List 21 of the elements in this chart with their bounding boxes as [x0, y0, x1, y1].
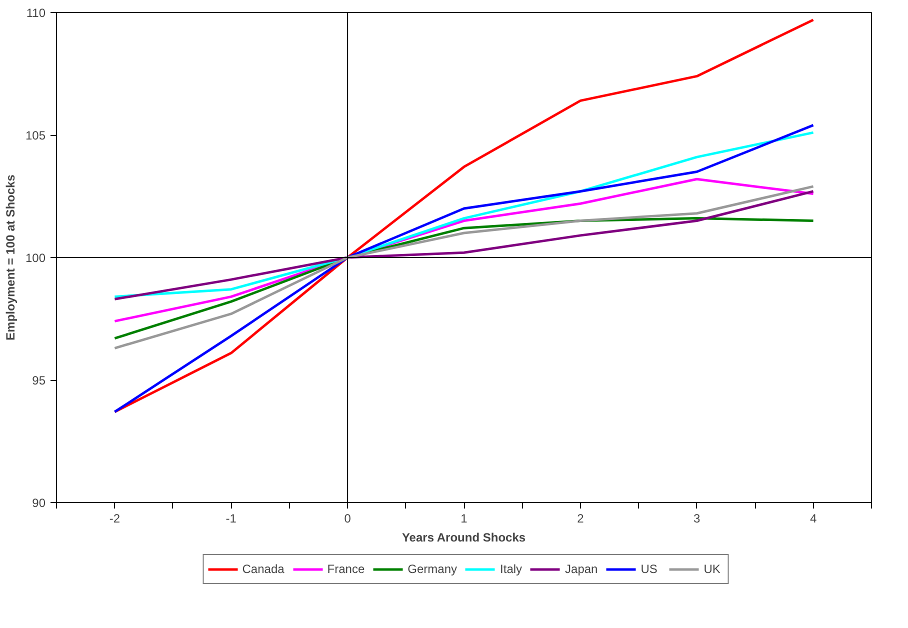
y-tick-label: 90 — [32, 496, 46, 510]
legend-label: Japan — [565, 562, 598, 576]
x-tick-label: -1 — [226, 512, 237, 526]
y-tick-label: 100 — [25, 251, 46, 265]
x-tick-label: 2 — [577, 512, 584, 526]
x-tick-label: -2 — [109, 512, 120, 526]
x-tick-label: 3 — [694, 512, 701, 526]
x-axis-title: Years Around Shocks — [402, 530, 526, 544]
legend-label: Germany — [408, 562, 458, 576]
x-tick-label: 0 — [344, 512, 352, 526]
legend-label: UK — [704, 562, 722, 576]
y-tick-label: 105 — [25, 128, 46, 142]
y-tick-label: 95 — [32, 374, 46, 388]
legend-label: Canada — [242, 562, 284, 576]
y-tick-label: 110 — [26, 6, 46, 20]
legend-label: France — [327, 562, 365, 576]
x-tick-label: 1 — [460, 512, 468, 526]
legend-label: Italy — [500, 562, 522, 576]
legend-label: US — [640, 562, 658, 576]
x-tick-label: 4 — [810, 512, 817, 526]
y-axis-title: Employment = 100 at Shocks — [3, 174, 18, 340]
